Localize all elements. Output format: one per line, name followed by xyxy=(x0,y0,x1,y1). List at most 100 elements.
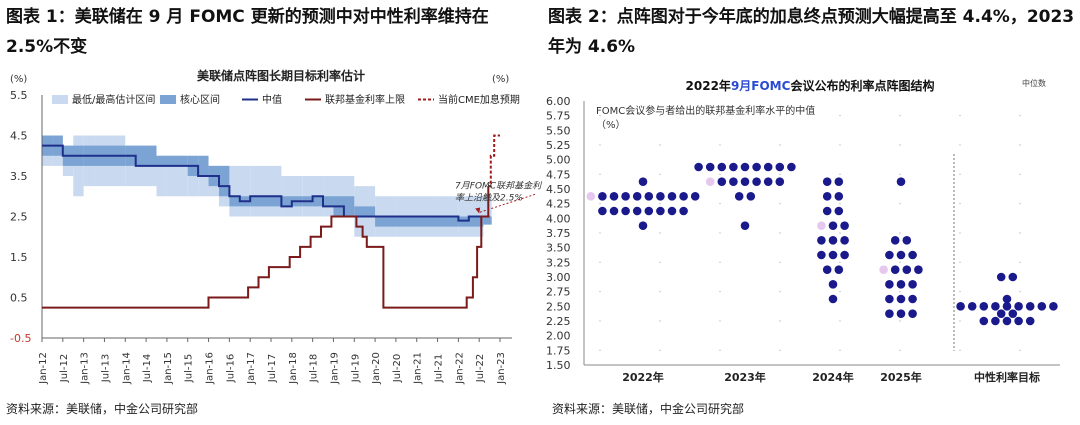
x-tick-label: Jan-16 xyxy=(205,352,216,385)
y-tick-label: 2.5 xyxy=(10,211,28,224)
participant-dot xyxy=(979,302,989,311)
x-tick-label: Jul-15 xyxy=(184,354,195,383)
band-segment xyxy=(271,196,282,207)
participant-dot xyxy=(621,192,630,201)
y-tick-label: 0.5 xyxy=(10,292,28,305)
grid-dot xyxy=(839,232,841,234)
band-segment xyxy=(250,196,271,207)
participant-dot xyxy=(991,316,1000,326)
participant-dot xyxy=(717,162,727,172)
band-segment xyxy=(354,206,376,217)
band-segment xyxy=(156,155,188,166)
x-tick-label: Jul-19 xyxy=(350,354,361,383)
participant-dot xyxy=(763,177,773,186)
grid-dot xyxy=(779,261,781,264)
band-segment xyxy=(483,216,492,225)
participant-dot xyxy=(734,192,744,201)
x-tick-label: Jul-13 xyxy=(100,354,111,383)
participant-dot xyxy=(621,206,630,216)
participant-dot xyxy=(740,177,750,186)
participant-dot xyxy=(828,294,838,304)
participant-dot xyxy=(908,294,917,304)
x-category-label: 2023年 xyxy=(724,370,766,384)
right-axis-unit: (%) xyxy=(492,74,509,85)
grid-dot xyxy=(839,320,841,322)
grid-dot xyxy=(779,232,781,234)
participant-dot xyxy=(667,206,677,216)
y-tick-label: 6.00 xyxy=(546,95,571,108)
band-segment xyxy=(125,145,157,166)
grid-dot xyxy=(659,290,661,293)
participant-dot xyxy=(729,177,738,186)
legend-swatch xyxy=(160,95,176,104)
band-segment xyxy=(156,155,167,197)
participant-dot xyxy=(834,265,844,274)
grid-dot xyxy=(839,144,841,146)
grid-dot xyxy=(959,320,961,322)
x-tick-label: Jan-13 xyxy=(80,352,91,385)
grid-dot xyxy=(659,173,661,176)
participant-dot xyxy=(902,236,912,245)
band-segment xyxy=(187,165,199,197)
y-tick-label: 3.25 xyxy=(546,256,571,269)
grid-dot xyxy=(599,114,601,117)
participant-dot xyxy=(890,265,900,274)
participant-dot xyxy=(828,280,838,289)
annotation-line-2: 率上沿触及2.5% xyxy=(455,192,523,203)
participant-dot xyxy=(740,162,750,172)
participant-dot xyxy=(1008,272,1018,282)
participant-dot xyxy=(763,162,773,172)
participant-dot xyxy=(908,309,917,318)
median-dot xyxy=(817,221,826,230)
y-tick-label: 2.25 xyxy=(546,315,571,328)
participant-dot xyxy=(609,206,619,216)
y-tick-label: 3.00 xyxy=(546,271,571,284)
y-tick-label: 1.50 xyxy=(546,359,571,372)
x-tick-label: Jan-21 xyxy=(413,352,424,385)
grid-dot xyxy=(719,144,721,146)
participant-dot xyxy=(598,206,607,216)
x-tick-label: Jul-16 xyxy=(225,354,236,383)
grid-dot xyxy=(779,320,781,322)
participant-dot xyxy=(1002,302,1012,311)
legend: 最低/最高估计区间 核心区间 中值 联邦基金利率上限 当前CME加息预期 xyxy=(52,93,520,106)
grid-dot xyxy=(1019,173,1021,176)
grid-dot xyxy=(1019,144,1021,146)
y-tick-label: 1.75 xyxy=(546,344,571,357)
right-chart: 2022年9月FOMC会议公布的利率点阵图结构 中位数 FOMC会议参与者给出的联邦… xyxy=(546,78,1060,384)
participant-dot xyxy=(632,192,642,201)
grid-dot xyxy=(719,290,721,293)
grid-dot xyxy=(779,290,781,293)
grid-dot xyxy=(899,320,901,322)
participant-dot xyxy=(694,162,703,172)
right-figure-title: 图表 2：点阵图对于今年底的加息终点预测大幅提高至 4.4%，2023 年为 4… xyxy=(548,7,1075,57)
grid-dot xyxy=(959,232,961,234)
grid-dot xyxy=(599,232,601,234)
grid-dot xyxy=(959,290,961,293)
grid-dot xyxy=(719,232,721,234)
grid-dot xyxy=(779,202,781,205)
grid-dot xyxy=(779,349,781,352)
y-tick-label: 2.00 xyxy=(546,330,571,343)
grid-dot xyxy=(719,261,721,264)
participant-dot xyxy=(834,177,844,186)
grid-dot xyxy=(899,349,901,352)
participant-dot xyxy=(885,309,894,318)
right-source-note: 资料来源：美联储，中金公司研究部 xyxy=(552,402,745,416)
participant-dot xyxy=(840,236,849,245)
x-category-label: 2024年 xyxy=(812,370,854,384)
x-tick-label: Jul-12 xyxy=(59,354,70,383)
background-dot-grid xyxy=(599,114,1021,352)
y-tick-label: 5.5 xyxy=(10,89,28,102)
grid-dot xyxy=(899,173,901,176)
grid-dot xyxy=(899,261,901,264)
participant-dot xyxy=(638,177,648,186)
participant-dot xyxy=(896,177,906,186)
grid-dot xyxy=(659,144,661,146)
note-line-1: FOMC会议参与者给出的联邦基金利率水平的中值 xyxy=(596,104,815,117)
grid-dot xyxy=(599,202,601,205)
x-tick-label: Jan-18 xyxy=(288,352,299,385)
participant-dot xyxy=(1037,302,1047,311)
y-tick-label: 3.5 xyxy=(10,170,28,183)
grid-dot xyxy=(599,349,601,352)
